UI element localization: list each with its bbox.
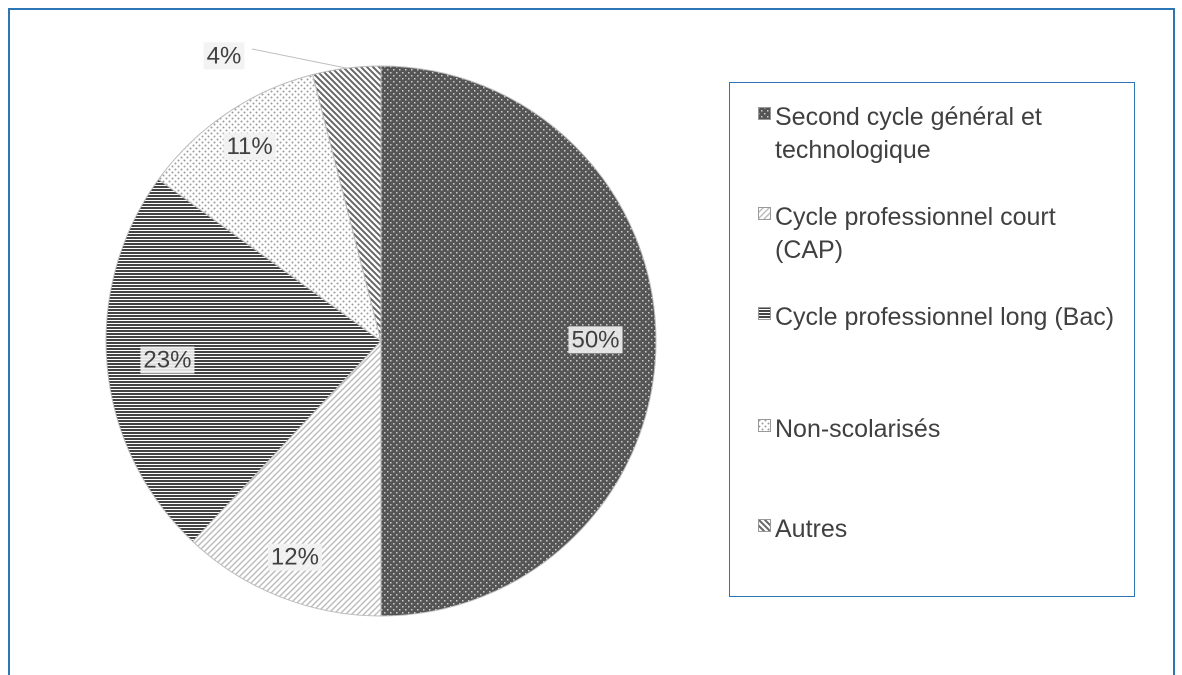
- legend-item: Cycle professionnel court (CAP): [758, 201, 1128, 267]
- legend-swatch-fill: [758, 207, 771, 220]
- legend-label: Autres: [775, 515, 848, 543]
- pie-slice: [105, 178, 382, 543]
- legend-label: Non-scolarisés: [775, 415, 941, 443]
- legend-swatch: [758, 307, 771, 320]
- legend-swatch: [758, 419, 771, 432]
- data-label-bg: [203, 42, 245, 70]
- legend-label: Cycle professionnel court (CAP): [775, 203, 1056, 264]
- legend-label: Cycle professionnel long (Bac): [775, 303, 1115, 331]
- chart-frame: [8, 8, 1175, 675]
- legend-swatch-fill: [758, 107, 771, 120]
- legend-swatch: [758, 107, 771, 120]
- pie-slice: [380, 65, 657, 617]
- data-label: 50%: [571, 326, 619, 353]
- legend-swatch-fill: [758, 519, 771, 532]
- pie-slice: [192, 339, 382, 617]
- legend-item: Non-scolarisés: [758, 413, 1128, 446]
- data-label: 12%: [271, 544, 319, 571]
- legend-item: Cycle professionnel long (Bac): [758, 301, 1128, 334]
- legend-label: Second cycle général et technologique: [775, 103, 1042, 164]
- legend-swatch: [758, 519, 771, 532]
- legend-item: Second cycle général et technologique: [758, 101, 1128, 167]
- legend-swatch-fill: [758, 419, 771, 432]
- legend-item: Autres: [758, 513, 1128, 546]
- leader-line: [251, 48, 347, 69]
- data-label-bg: [568, 326, 623, 354]
- data-label: 4%: [207, 42, 242, 69]
- legend-swatch-fill: [758, 307, 771, 320]
- legend-swatch: [758, 207, 771, 220]
- data-label-bg: [267, 543, 322, 571]
- data-label: 11%: [226, 133, 272, 160]
- data-label-bg: [140, 346, 195, 374]
- legend: Second cycle général et technologique Cyc…: [729, 82, 1135, 597]
- pie-slice: [157, 74, 382, 343]
- data-label: 23%: [143, 347, 191, 374]
- data-label-bg: [223, 133, 276, 161]
